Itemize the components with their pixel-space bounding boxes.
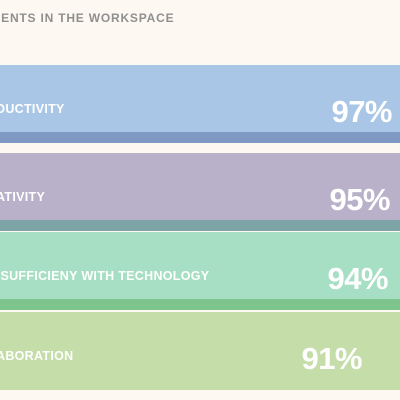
bar-label-1: DUCTIVITY <box>0 102 65 116</box>
bar-value-2: 95% <box>329 182 390 217</box>
bar-value-4: 91% <box>301 341 362 376</box>
bar-value-1: 97% <box>331 94 392 129</box>
bar-label-3: -SUFFICIENY WITH TECHNOLOGY <box>0 269 210 283</box>
bar-2: ATIVITY 95% <box>0 153 400 231</box>
bar-1: DUCTIVITY 97% <box>0 65 400 143</box>
bar-4: ABORATION 91% <box>0 312 400 390</box>
bar-value-3: 94% <box>327 261 388 296</box>
bar-label-2: ATIVITY <box>0 190 46 204</box>
bar-3: -SUFFICIENY WITH TECHNOLOGY 94% <box>0 232 400 310</box>
chart-title: IENTS IN THE WORKSPACE <box>0 11 175 25</box>
bar-label-4: ABORATION <box>0 349 74 363</box>
